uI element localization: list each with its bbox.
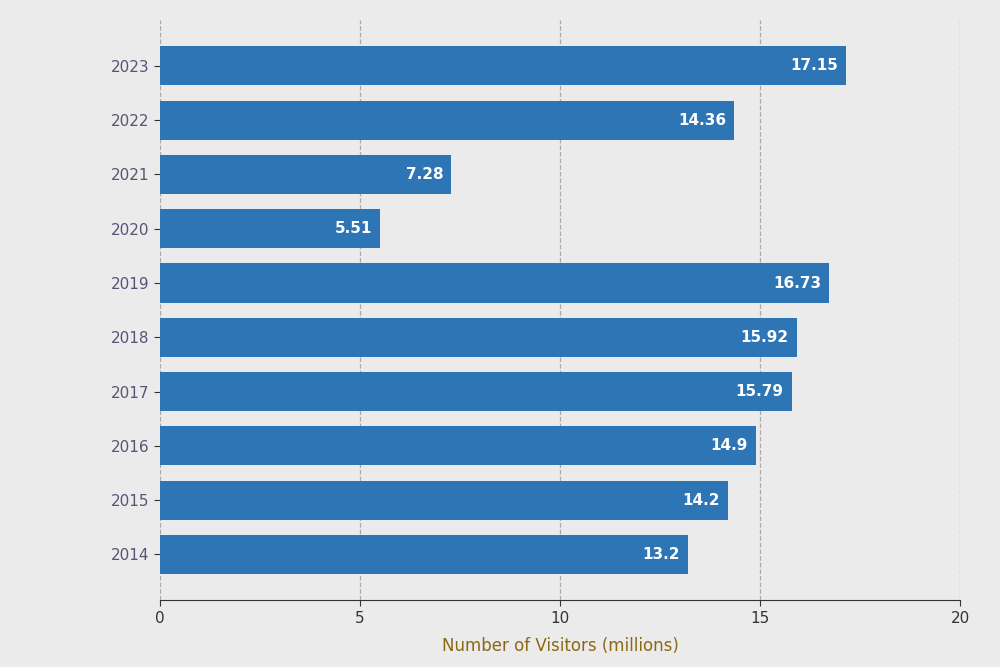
- Text: 7.28: 7.28: [406, 167, 443, 182]
- Text: 16.73: 16.73: [773, 275, 821, 291]
- Text: 15.79: 15.79: [736, 384, 784, 399]
- Bar: [160, 155, 451, 194]
- Bar: [160, 372, 792, 411]
- Text: 14.2: 14.2: [682, 493, 720, 508]
- X-axis label: Number of Visitors (millions): Number of Visitors (millions): [442, 637, 678, 655]
- Bar: [160, 480, 728, 520]
- Bar: [160, 209, 380, 248]
- Bar: [160, 101, 734, 140]
- Text: 13.2: 13.2: [642, 547, 680, 562]
- Bar: [160, 535, 688, 574]
- Text: 14.36: 14.36: [678, 113, 726, 127]
- Bar: [160, 426, 756, 466]
- Bar: [160, 263, 829, 303]
- Text: 5.51: 5.51: [335, 221, 372, 236]
- Bar: [160, 317, 797, 357]
- Text: 14.9: 14.9: [711, 438, 748, 454]
- Text: 15.92: 15.92: [741, 329, 789, 345]
- Bar: [160, 47, 846, 85]
- Text: 17.15: 17.15: [790, 59, 838, 73]
